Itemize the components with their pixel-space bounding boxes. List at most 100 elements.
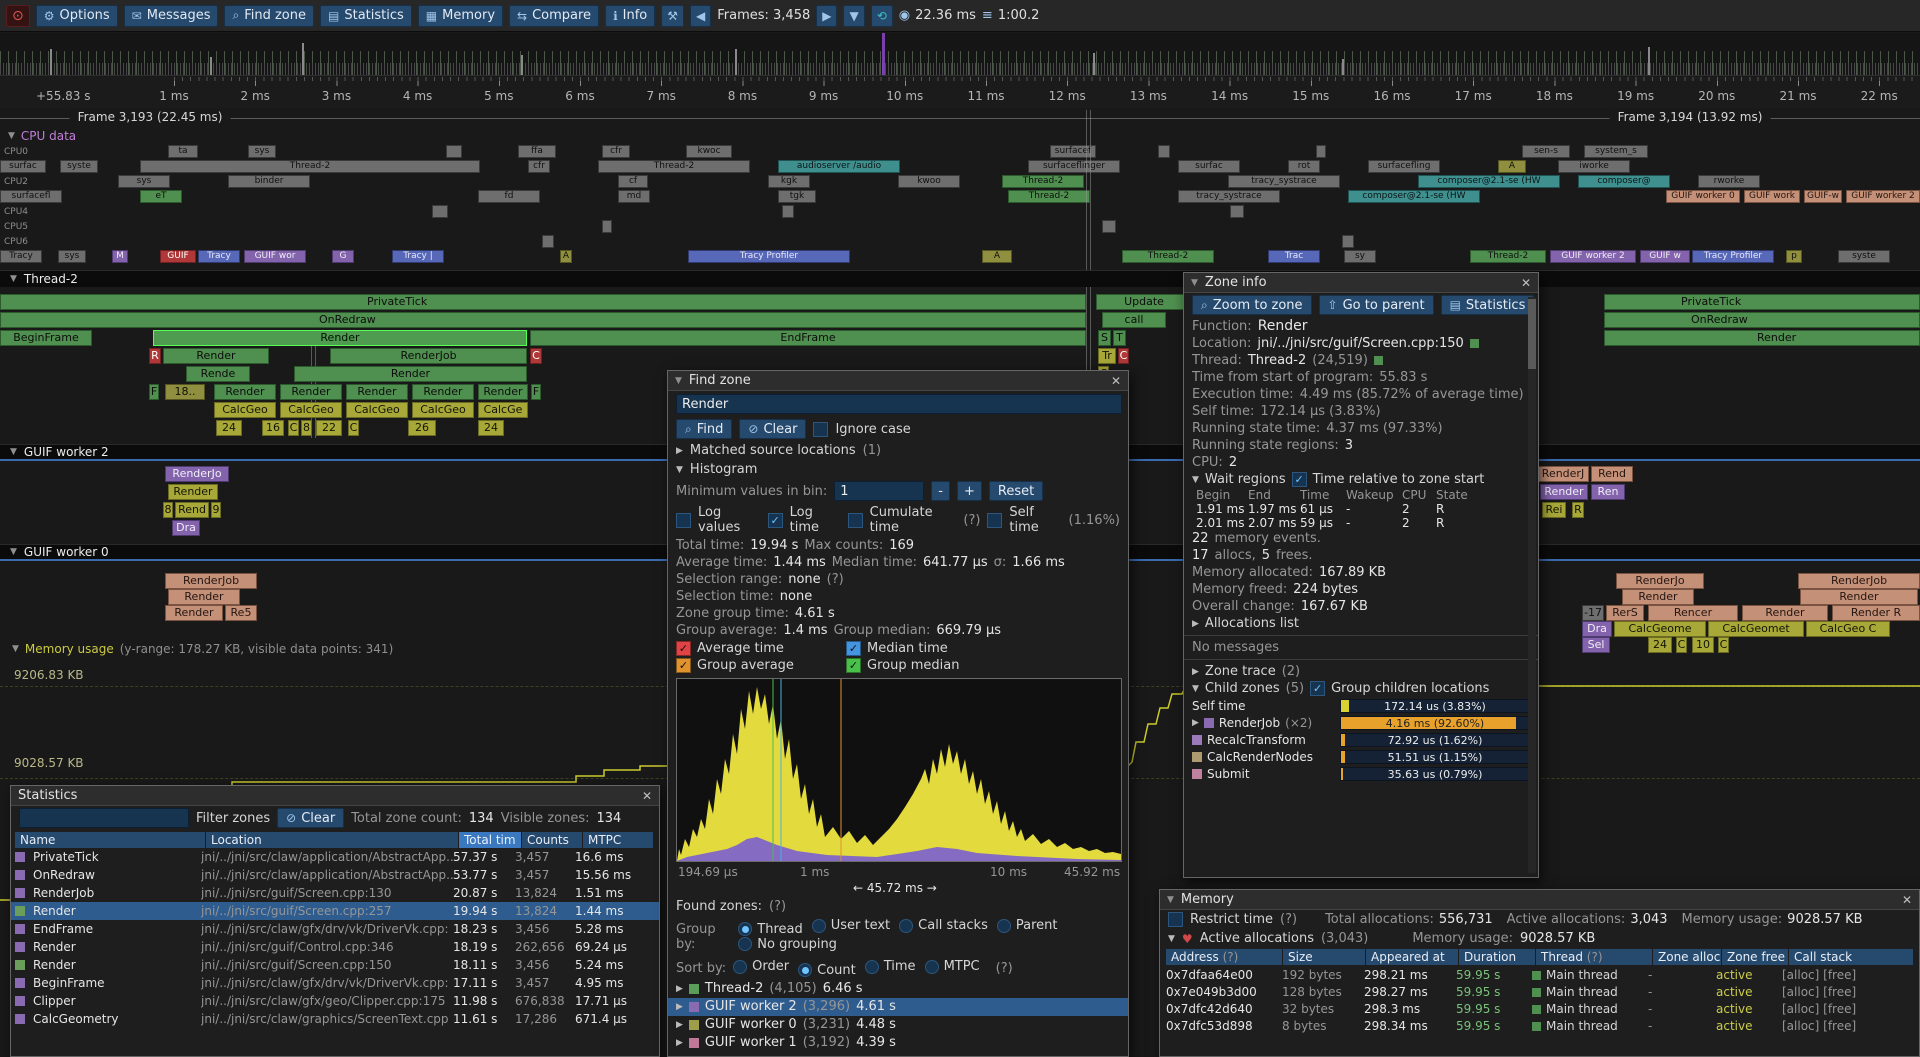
memory-titlebar[interactable]: ▼ Memory ✕ (1160, 890, 1919, 910)
cpu-segment[interactable]: sy (1344, 250, 1376, 263)
timeline-zone[interactable]: C (1718, 637, 1729, 653)
cpu-segment[interactable]: syste (1838, 250, 1890, 263)
cpu-segment[interactable]: sys (58, 250, 86, 263)
cpu-segment[interactable] (1316, 145, 1326, 158)
cpu-segment[interactable]: sen-s (1522, 145, 1570, 158)
cpu-segment[interactable]: cf (618, 175, 648, 188)
column-header-zone-alloc[interactable]: Zone alloc (1653, 949, 1721, 965)
allocations-list-row[interactable]: ▶Allocations list (1184, 615, 1538, 632)
timeline-zone[interactable]: S (1098, 330, 1111, 346)
radio-icon[interactable] (925, 960, 939, 974)
column-header-zone-free[interactable]: Zone free (1722, 949, 1788, 965)
timeline-zone[interactable]: Render (280, 384, 342, 400)
stats-table-row[interactable]: RenderJobjni/../jni/src/guif/Screen.cpp:… (11, 884, 659, 902)
legend-checkbox[interactable]: ✓ (676, 658, 691, 673)
cpu-segment[interactable] (602, 220, 612, 233)
timeline-zone[interactable]: 24 (216, 420, 242, 436)
legend-item[interactable]: ✓Median time (846, 641, 1016, 656)
allocation-row[interactable]: 0x7dfaa64e00192 bytes298.21 ms59.95 sMai… (1160, 966, 1919, 983)
collapse-icon[interactable]: ▼ (10, 447, 17, 457)
cpu-segment[interactable]: Tracy Profiler (1692, 250, 1774, 263)
bin-minus-button[interactable]: - (931, 481, 950, 501)
radio-icon[interactable] (899, 919, 913, 933)
cpu-data-header[interactable]: ▼CPU data (8, 129, 76, 143)
group-by-parent[interactable]: Parent (997, 918, 1058, 933)
log-values-checkbox[interactable] (676, 513, 691, 528)
timeline-zone[interactable]: F (149, 384, 159, 400)
timeline-zone[interactable]: Render (153, 330, 527, 346)
column-header-name[interactable]: Name (15, 832, 205, 848)
cpu-segment[interactable]: kwoo (898, 175, 960, 188)
expand-icon[interactable]: ▶ (1192, 667, 1199, 677)
close-icon[interactable]: ✕ (642, 789, 652, 803)
cpu-segment[interactable]: eT (140, 190, 182, 203)
column-header-size[interactable]: Size (1283, 949, 1365, 965)
cpu-segment[interactable]: GUIF worker 0 (1666, 190, 1740, 203)
stats-table-row[interactable]: OnRedrawjni/../jni/src/claw/application/… (11, 866, 659, 884)
child-zones-header[interactable]: ▼ Child zones (5) ✓ Group children locat… (1184, 680, 1538, 697)
power-button[interactable]: ⊙ (6, 5, 30, 27)
ignore-case-checkbox[interactable] (813, 422, 828, 437)
clear-filter-button[interactable]: ⊘Clear (277, 808, 344, 828)
stats-table-row[interactable]: Renderjni/../jni/src/guif/Screen.cpp:257… (11, 902, 659, 920)
sort-by-count[interactable]: Count (798, 963, 856, 978)
cpu-segment[interactable]: Thread-2 (598, 160, 750, 173)
expand-icon[interactable]: ▶ (676, 446, 683, 456)
alloc-call-stack[interactable]: [alloc] [free] (1782, 1019, 1913, 1033)
timeline-zone[interactable]: Render (168, 484, 218, 500)
radio-icon[interactable] (738, 922, 752, 936)
stats-table-row[interactable]: Clipperjni/../jni/src/claw/gfx/geo/Clipp… (11, 992, 659, 1010)
timeline-zone[interactable]: F (531, 384, 541, 400)
cpu-segment[interactable]: tracy_systrace (1228, 175, 1340, 188)
timeline-zone[interactable]: RerS (1606, 605, 1644, 621)
radio-icon[interactable] (997, 919, 1011, 933)
cpu-segment[interactable] (1158, 145, 1170, 158)
scrollbar[interactable] (1528, 297, 1536, 873)
timeline-zone[interactable]: OnRedraw (0, 312, 1086, 328)
timeline-zone[interactable]: Ren (1591, 484, 1625, 500)
timeline-zone[interactable]: 16 (262, 420, 284, 436)
timeline-zone[interactable]: EndFrame (530, 330, 1086, 346)
alloc-call-stack[interactable]: [alloc] [free] (1782, 985, 1913, 999)
self-time-checkbox[interactable] (987, 513, 1002, 528)
timeline-zone[interactable]: CalcGeo (346, 402, 408, 418)
cpu-segment[interactable]: sys (248, 145, 276, 158)
radio-icon[interactable] (865, 960, 879, 974)
allocation-row[interactable]: 0x7dfc42d64032 bytes298.3 ms59.95 sMain … (1160, 1000, 1919, 1017)
timeline-zone[interactable]: Render R (1832, 605, 1920, 621)
cpu-segment[interactable]: surfacefling (1368, 160, 1440, 173)
cpu-segment[interactable] (1102, 220, 1116, 233)
cpu-segment[interactable]: Tracy | (392, 250, 444, 263)
timeline-zone[interactable]: 26 (408, 420, 436, 436)
scrollbar-thumb[interactable] (1528, 299, 1536, 369)
found-zone-group[interactable]: ▶GUIF worker 1(3,192)4.39 s (668, 1034, 1128, 1052)
cpu-segment[interactable]: surfaceflinger (1028, 160, 1120, 173)
log-time-checkbox[interactable]: ✓ (768, 513, 783, 528)
group-by-call-stacks[interactable]: Call stacks (899, 918, 988, 933)
stats-table-row[interactable]: PrivateTickjni/../jni/src/claw/applicati… (11, 848, 659, 866)
cpu-segment[interactable] (1342, 235, 1354, 248)
timeline-zone[interactable]: RenderJob (1798, 573, 1920, 589)
column-header-counts[interactable]: Counts (522, 832, 582, 848)
group-children-checkbox[interactable]: ✓ (1310, 681, 1325, 696)
cpu-segment[interactable]: surfacefl (0, 190, 62, 203)
timeline-zone[interactable]: CalcGeo C (1806, 621, 1890, 637)
timeline-zone[interactable]: CalcGeo (214, 402, 276, 418)
go-to-parent-button[interactable]: ⇧Go to parent (1319, 295, 1434, 315)
cpu-segment[interactable]: GUIF wor (244, 250, 306, 263)
cpu-segment[interactable]: Thread-2 (1122, 250, 1214, 263)
cpu-segment[interactable]: surfac (1178, 160, 1240, 173)
sort-by-time[interactable]: Time (865, 959, 916, 974)
collapse-icon[interactable]: ▼ (12, 644, 19, 654)
timeline-zone[interactable]: C (1118, 348, 1129, 364)
timeline-zone[interactable]: RenderJob (330, 348, 527, 364)
close-icon[interactable]: ✕ (1521, 276, 1531, 290)
cpu-segment[interactable]: ta (168, 145, 198, 158)
timeline-zone[interactable]: Render (1742, 605, 1828, 621)
timeline-zone[interactable]: 9 (211, 502, 221, 518)
statistics-titlebar[interactable]: Statistics ✕ (11, 786, 659, 806)
timeline-zone[interactable]: R (1572, 502, 1584, 518)
timeline-zone[interactable]: Render (1540, 484, 1588, 500)
alloc-call-stack[interactable]: [alloc] [free] (1782, 1002, 1913, 1016)
column-header-duration[interactable]: Duration (1459, 949, 1535, 965)
